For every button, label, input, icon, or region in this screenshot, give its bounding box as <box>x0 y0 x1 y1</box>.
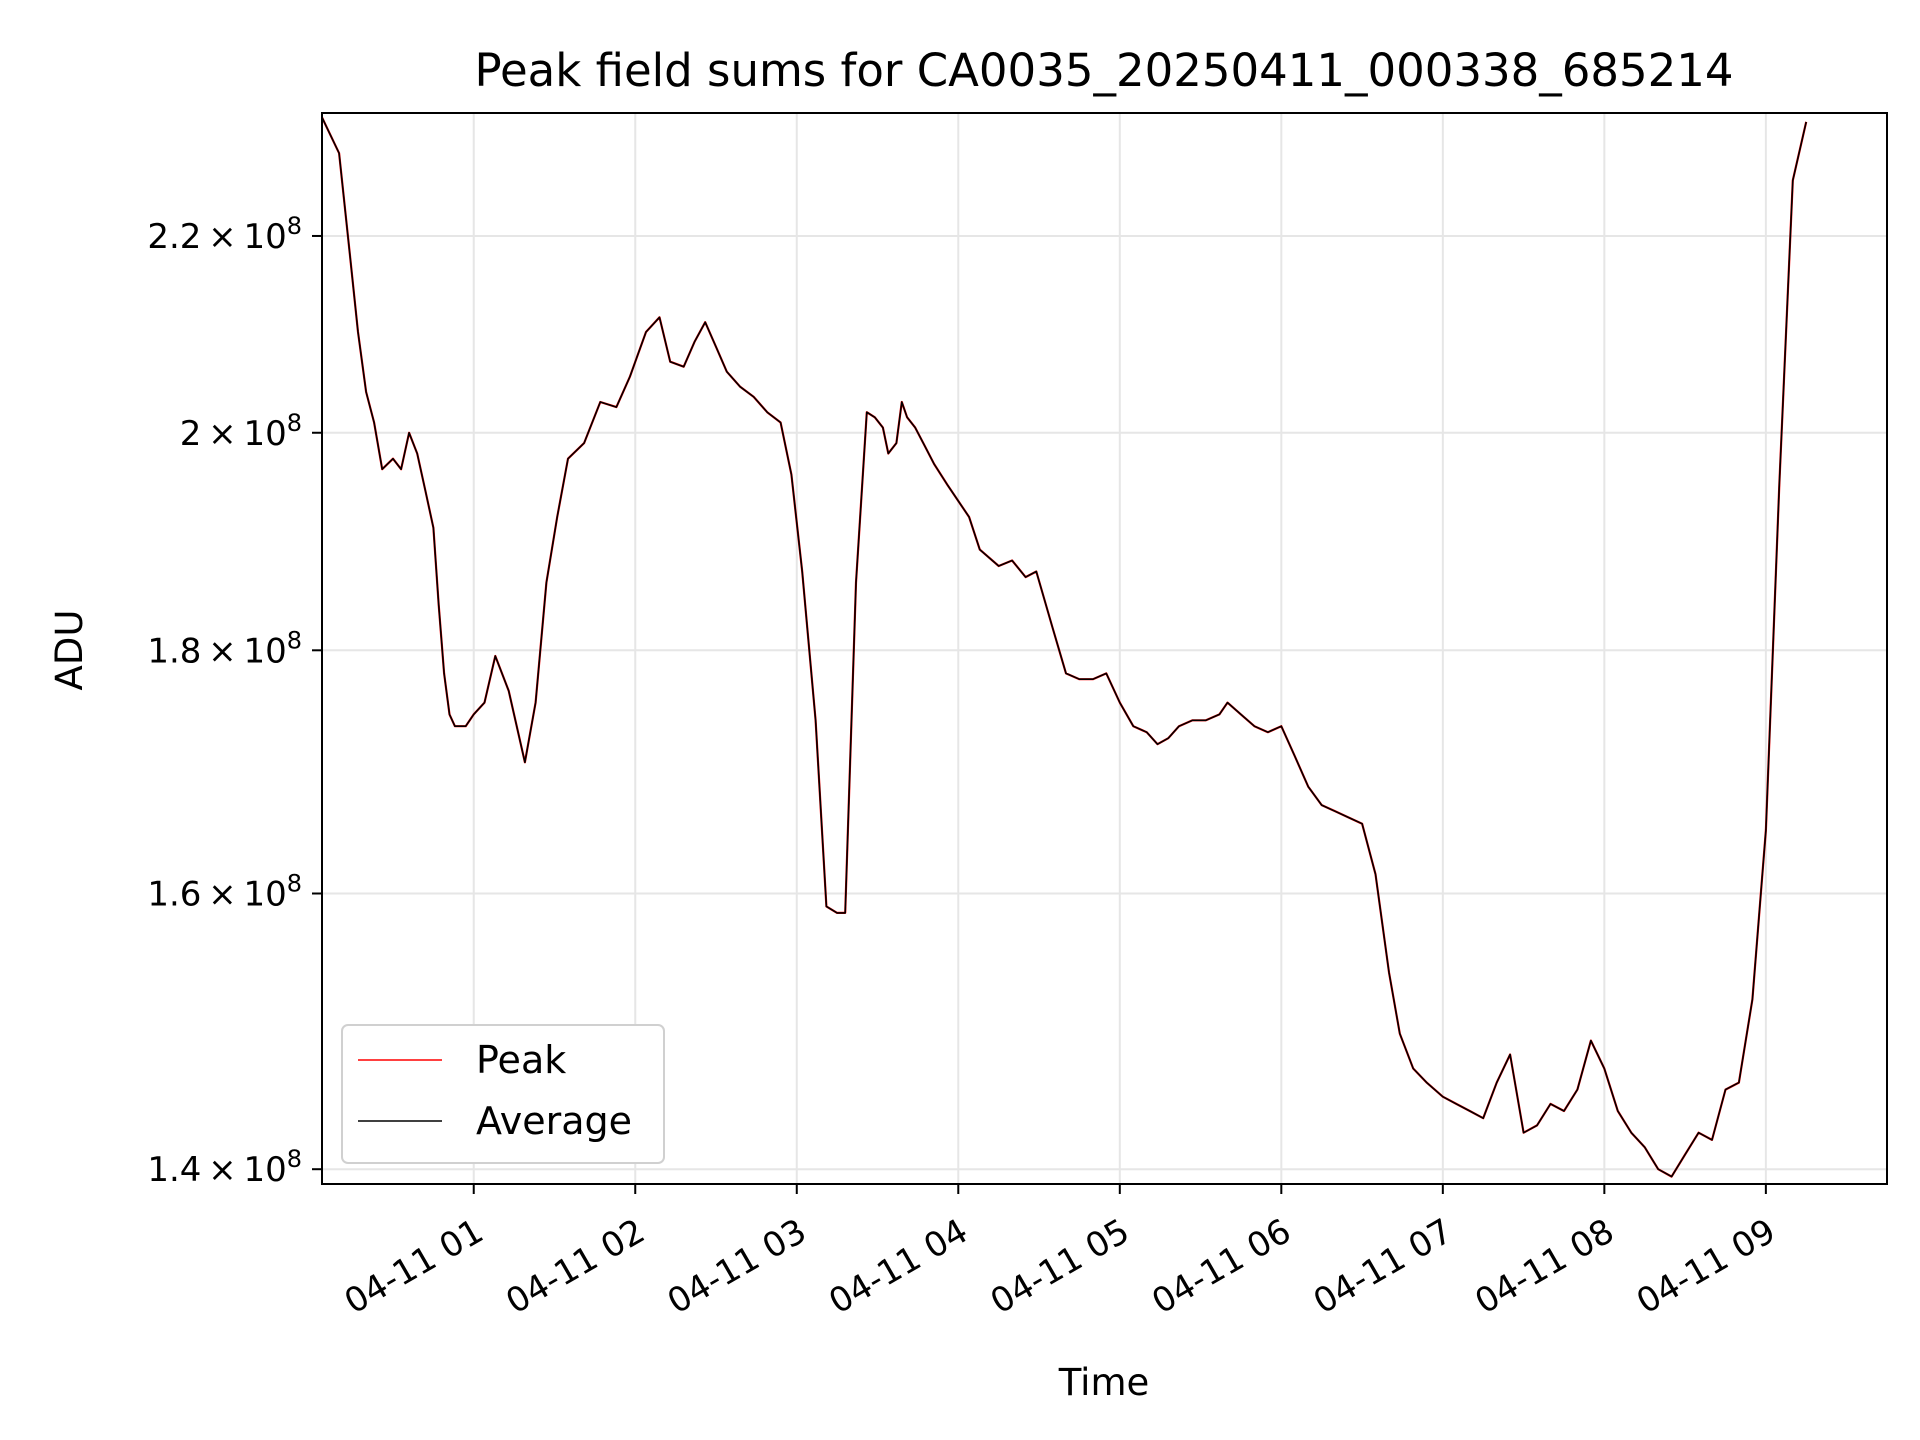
y-tick-label: 2 × 108 <box>180 409 302 454</box>
plot-frame <box>321 112 1888 1185</box>
x-axis-label: Time <box>1058 1361 1150 1404</box>
series-line-average <box>321 117 1807 1178</box>
y-tick-label: 1.6 × 108 <box>147 869 302 914</box>
chart-title: Peak field sums for CA0035_20250411_0003… <box>474 44 1733 97</box>
y-tick-label: 1.8 × 108 <box>147 626 302 671</box>
y-axis: 1.4 × 108 1.6 × 108 1.8 × 108 2 × 108 2.2 × … <box>147 212 322 1190</box>
legend-label-peak: Peak <box>476 1038 566 1082</box>
legend-label-average: Average <box>476 1099 632 1143</box>
y-tick-label: 2.2 × 108 <box>147 212 302 257</box>
y-tick-label: 1.4 × 108 <box>147 1145 302 1190</box>
y-axis-label: ADU <box>48 610 91 691</box>
legend: Peak Average <box>341 1024 665 1164</box>
series-layer <box>321 116 1808 1178</box>
grid <box>322 113 1887 1184</box>
